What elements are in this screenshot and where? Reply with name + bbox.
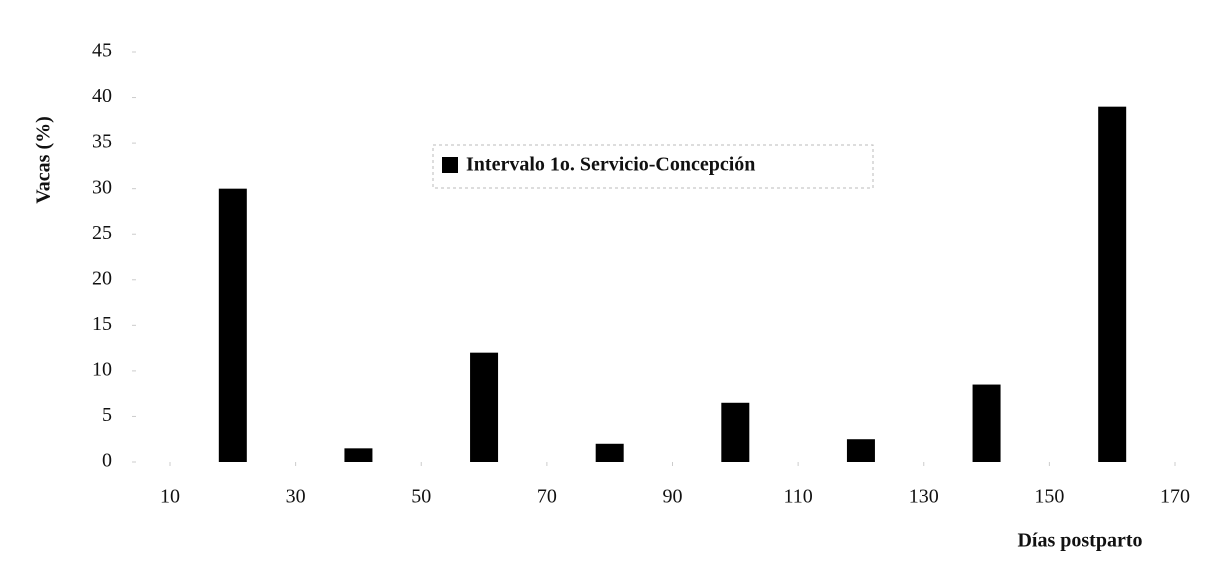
x-tick-label: 70 xyxy=(537,486,557,508)
bar xyxy=(846,439,875,462)
bar xyxy=(470,352,499,462)
y-tick-label: 35 xyxy=(92,131,112,153)
y-axis-title: Vacas (%) xyxy=(33,116,55,204)
legend-swatch xyxy=(442,157,458,173)
y-tick-label: 30 xyxy=(92,176,112,198)
x-tick-label: 130 xyxy=(909,486,939,508)
bar xyxy=(344,448,373,462)
x-tick-label: 110 xyxy=(783,486,812,508)
y-tick-label: 20 xyxy=(92,267,112,289)
bar xyxy=(218,188,247,462)
x-axis-title: Días postparto xyxy=(1017,530,1142,552)
bar xyxy=(972,384,1001,462)
x-tick-label: 50 xyxy=(411,486,431,508)
x-tick-label: 30 xyxy=(286,486,306,508)
x-tick-label: 150 xyxy=(1034,486,1064,508)
y-tick-label: 15 xyxy=(92,313,112,335)
y-tick-label: 5 xyxy=(102,404,112,426)
x-tick-label: 90 xyxy=(663,486,683,508)
legend-box xyxy=(432,144,874,189)
x-tick-label: 10 xyxy=(160,486,180,508)
bar xyxy=(721,402,750,462)
y-tick-label: 0 xyxy=(102,450,112,472)
legend-label: Intervalo 1o. Servicio-Concepción xyxy=(466,154,755,176)
y-tick-label: 25 xyxy=(92,222,112,244)
y-tick-label: 10 xyxy=(92,358,112,380)
x-tick-label: 170 xyxy=(1160,486,1190,508)
bar xyxy=(1098,106,1127,463)
y-tick-label: 40 xyxy=(92,85,112,107)
bar xyxy=(595,443,624,462)
y-tick-label: 45 xyxy=(92,40,112,62)
